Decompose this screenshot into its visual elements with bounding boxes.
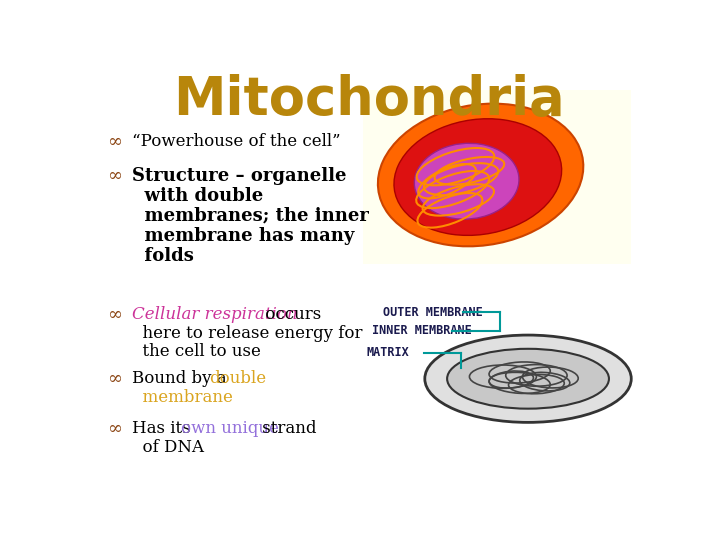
Text: strand: strand (257, 420, 317, 437)
Ellipse shape (414, 143, 519, 219)
Text: membrane has many: membrane has many (132, 227, 354, 245)
Text: folds: folds (132, 246, 194, 265)
Ellipse shape (447, 349, 609, 409)
Text: occurs: occurs (260, 306, 321, 323)
Ellipse shape (394, 119, 562, 235)
Text: Structure – organelle: Structure – organelle (132, 167, 346, 185)
Text: ∞: ∞ (107, 420, 122, 438)
Text: Bound by a: Bound by a (132, 370, 232, 387)
Ellipse shape (425, 335, 631, 422)
FancyBboxPatch shape (81, 58, 657, 487)
Text: OUTER MEMBRANE: OUTER MEMBRANE (383, 306, 482, 319)
Text: of DNA: of DNA (132, 439, 204, 456)
Text: MATRIX: MATRIX (366, 346, 409, 359)
Text: Mitochondria: Mitochondria (174, 74, 564, 126)
Text: Has its: Has its (132, 420, 196, 437)
Text: own unique: own unique (181, 420, 279, 437)
Text: Cellular respiration: Cellular respiration (132, 306, 297, 323)
Text: with double: with double (132, 187, 263, 205)
Text: INNER MEMBRANE: INNER MEMBRANE (372, 325, 472, 338)
Text: ∞: ∞ (107, 306, 122, 324)
Text: ∞: ∞ (107, 370, 122, 388)
Ellipse shape (378, 104, 583, 246)
Text: “Powerhouse of the cell”: “Powerhouse of the cell” (132, 133, 341, 151)
Text: double: double (210, 370, 266, 387)
Text: the cell to use: the cell to use (132, 343, 261, 360)
Text: here to release energy for: here to release energy for (132, 325, 362, 342)
Text: membranes; the inner: membranes; the inner (132, 207, 369, 225)
FancyBboxPatch shape (364, 90, 631, 265)
Text: membrane: membrane (132, 389, 233, 406)
Text: ∞: ∞ (107, 167, 122, 185)
Text: ∞: ∞ (107, 133, 122, 151)
